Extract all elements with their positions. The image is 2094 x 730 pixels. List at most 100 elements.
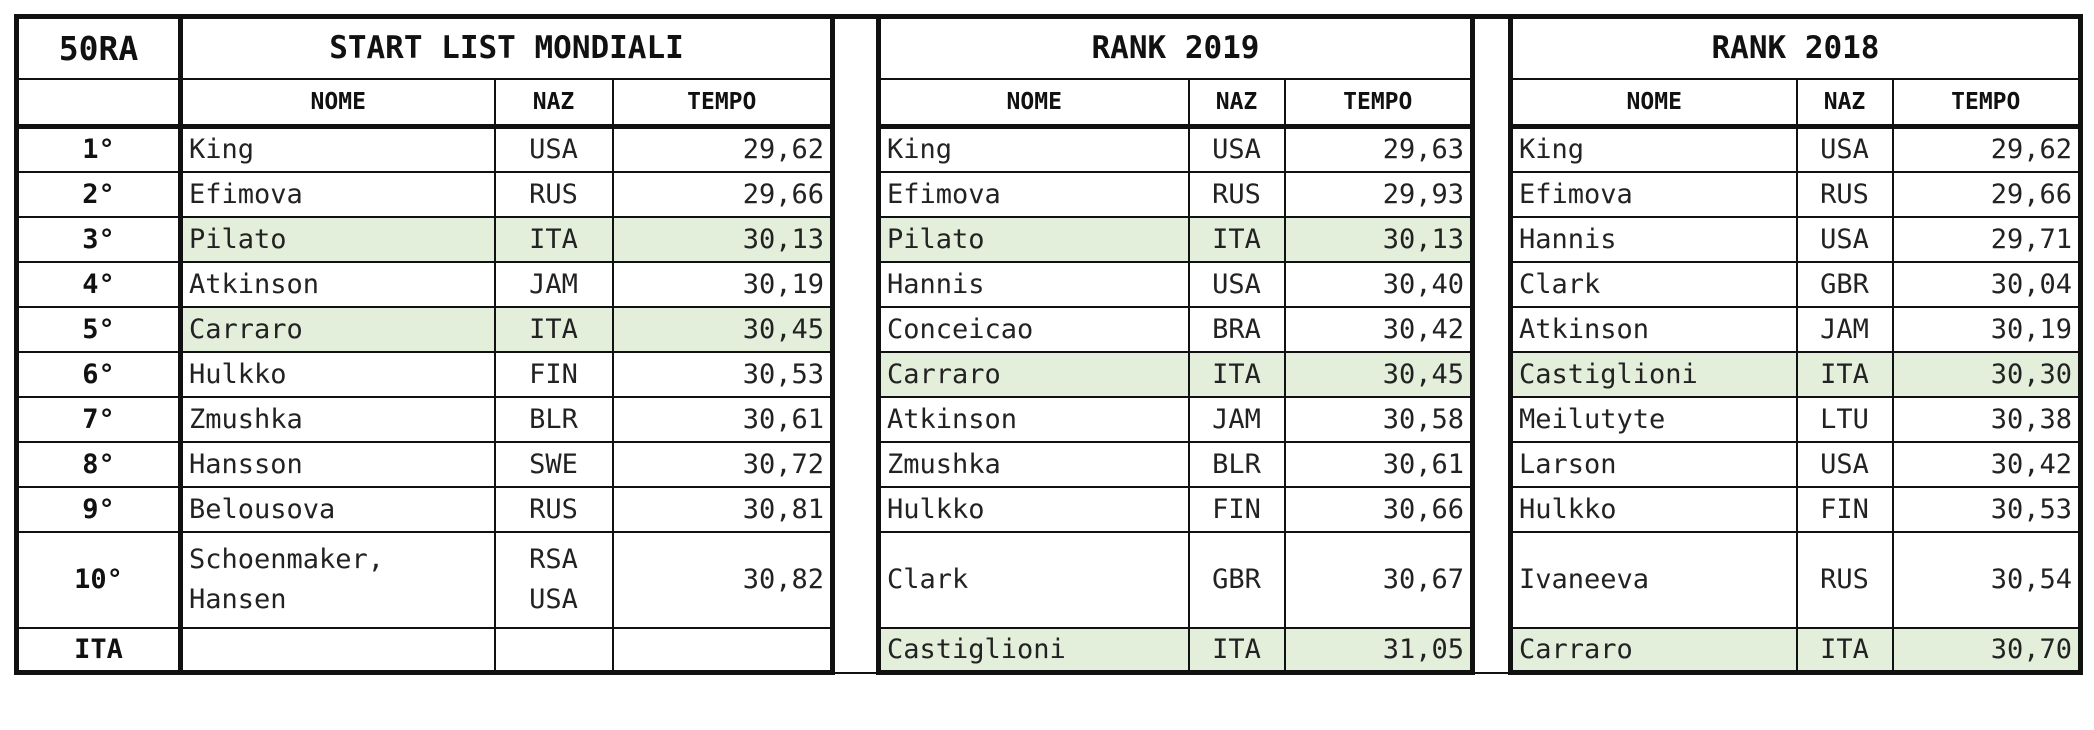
rank-2019-nation-code: BRA [1187,305,1286,353]
rank-2018-athlete-name: Atkinson [1508,305,1798,353]
rank-2018-athlete-name: Carraro [1508,626,1798,675]
section-title-row: 50RA START LIST MONDIALI RANK 2019 RANK … [14,14,2083,674]
table-row: 3° Pilato ITA 30,13 Pilato ITA 30,13 Hannis USA 2… [14,215,2083,263]
rank-2018-athlete-name: King [1508,125,1798,173]
start-list-athlete-name: Belousova [178,485,496,533]
rank-cell: 3° [14,215,183,263]
start-list-athlete-name: Hansson [178,440,496,488]
rank-cell: 8° [14,440,183,488]
event-badge: 50RA [14,14,183,80]
start-list-time: 29,66 [611,170,835,218]
rank-2019-athlete-name: Zmushka [876,440,1190,488]
rank-2018-time: 30,70 [1891,626,2083,675]
rank-2019-athlete-name: Atkinson [876,395,1190,443]
rank-2018-time: 30,42 [1891,440,2083,488]
rank-2018-time: 30,54 [1891,530,2083,629]
rank-2018-time: 29,71 [1891,215,2083,263]
rank-cell: 4° [14,260,183,308]
section-title-rank-2019: RANK 2019 [877,14,1475,80]
rank-2019-athlete-name: Hannis [876,260,1190,308]
start-list-nation-code [493,626,614,675]
rank-2019-nation-code: BLR [1187,440,1286,488]
section-divider [830,14,881,674]
rank-cell: 7° [14,395,183,443]
results-table: 50RA START LIST MONDIALI RANK 2019 RANK … [14,14,2083,675]
rank-2018-time: 30,38 [1891,395,2083,443]
rank-2018-time: 29,62 [1891,125,2083,173]
table-row: 5° Carraro ITA 30,45 Conceicao BRA 30,42 Atkins… [14,305,2083,353]
rank-2019-athlete-name: Clark [876,530,1190,629]
rank-2019-athlete-name: Hulkko [876,485,1190,533]
table-row: 10° Schoenmaker, Hansen RSA USA 30,82 Clark GBR… [14,530,2083,629]
start-list-nation-code: RUS [493,485,614,533]
rank-cell: ITA [14,626,183,675]
rank-2019-nation-code: ITA [1187,215,1286,263]
rank-2019-nation-code: USA [1187,260,1286,308]
start-list-time: 30,61 [611,395,835,443]
rank-2018-athlete-name: Castiglioni [1508,350,1798,398]
start-list-nation-code: SWE [493,440,614,488]
rank-2018-nation-code: USA [1795,215,1894,263]
rank-2019-time: 30,67 [1283,530,1475,629]
rank-cell: 5° [14,305,183,353]
rank-2019-time: 30,58 [1283,395,1475,443]
start-list-time [611,626,835,675]
column-header-nat: NAZ [1795,77,1894,129]
rank-cell: 10° [14,530,183,629]
rank-2018-nation-code: GBR [1795,260,1894,308]
rank-cell: 2° [14,170,183,218]
column-header-time: TEMPO [1891,77,2083,129]
start-list-athlete-name: Atkinson [178,260,496,308]
rank-2018-time: 29,66 [1891,170,2083,218]
start-list-time: 30,81 [611,485,835,533]
column-header-time: TEMPO [611,77,835,129]
start-list-athlete-name: Pilato [178,215,496,263]
column-header-nat: NAZ [1187,77,1286,129]
rank-2018-time: 30,30 [1891,350,2083,398]
start-list-athlete-name: Zmushka [178,395,496,443]
start-list-athlete-name-line: Schoenmaker, [189,543,385,575]
rank-2018-time: 30,19 [1891,305,2083,353]
column-header-row: NOME NAZ TEMPO NOME NAZ TEMPO NOME NAZ T… [14,77,2083,129]
rank-2019-athlete-name: Carraro [876,350,1190,398]
start-list-time: 30,45 [611,305,835,353]
table-row: 8° Hansson SWE 30,72 Zmushka BLR 30,61 Larson US… [14,440,2083,488]
rank-cell: 1° [14,125,183,173]
start-list-time: 30,53 [611,350,835,398]
table-row: 4° Atkinson JAM 30,19 Hannis USA 30,40 Clark GBR… [14,260,2083,308]
rank-2019-nation-code: GBR [1187,530,1286,629]
column-header-name: NOME [876,77,1190,129]
section-divider [1470,14,1513,674]
rank-2018-nation-code: JAM [1795,305,1894,353]
rank-2019-nation-code: FIN [1187,485,1286,533]
rank-2018-athlete-name: Meilutyte [1508,395,1798,443]
table-row: 9° Belousova RUS 30,81 Hulkko FIN 30,66 Hulkko F… [14,485,2083,533]
table-row: 2° Efimova RUS 29,66 Efimova RUS 29,93 Efimova R… [14,170,2083,218]
rank-2019-athlete-name: Conceicao [876,305,1190,353]
rank-2018-athlete-name: Hulkko [1508,485,1798,533]
column-header-name: NOME [178,77,496,129]
rank-2018-nation-code: RUS [1795,530,1894,629]
start-list-nation-code-line: RSA [529,543,578,575]
start-list-athlete-name: Hulkko [178,350,496,398]
rank-2018-athlete-name: Hannis [1508,215,1798,263]
start-list-nation-code-line: USA [529,583,578,615]
start-list-athlete-name: King [178,125,496,173]
rank-2019-athlete-name: Efimova [876,170,1190,218]
rank-2018-nation-code: LTU [1795,395,1894,443]
rank-2018-nation-code: RUS [1795,170,1894,218]
start-list-athlete-name: Carraro [178,305,496,353]
column-header-name: NOME [1508,77,1798,129]
rank-2019-athlete-name: Pilato [876,215,1190,263]
rank-cell: 6° [14,350,183,398]
section-title-start-list: START LIST MONDIALI [179,14,835,80]
start-list-athlete-name: Schoenmaker, Hansen [178,530,496,629]
rank-cell: 9° [14,485,183,533]
table-row: 7° Zmushka BLR 30,61 Atkinson JAM 30,58 Meiluty… [14,395,2083,443]
rank-2019-time: 30,61 [1283,440,1475,488]
rank-2019-time: 29,63 [1283,125,1475,173]
table-row: 1° King USA 29,62 King USA 29,63 King USA 29,62 [14,125,2083,173]
rank-2019-time: 29,93 [1283,170,1475,218]
start-list-nation-code: RUS [493,170,614,218]
rank-header-cell [14,77,183,129]
